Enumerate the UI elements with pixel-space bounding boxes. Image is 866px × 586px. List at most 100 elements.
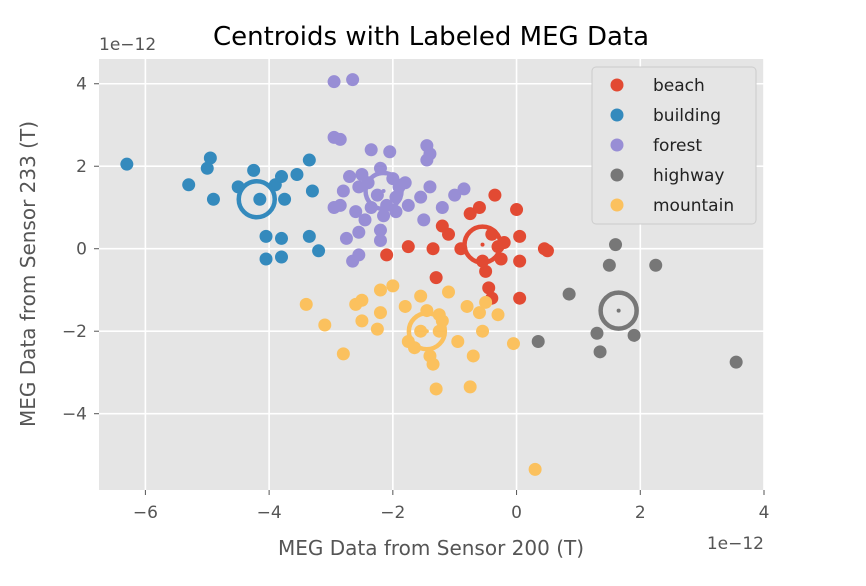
x-offset-label: 1e−12 xyxy=(707,534,764,554)
centroids xyxy=(236,170,639,352)
x-axis-label: MEG Data from Sensor 200 (T) xyxy=(278,536,584,560)
legend-marker-forest xyxy=(610,138,624,152)
data-point-building xyxy=(200,161,214,175)
data-point-mountain xyxy=(451,335,465,349)
data-point-forest xyxy=(435,200,449,214)
data-point-beach xyxy=(463,207,477,221)
legend-label-mountain: mountain xyxy=(653,196,734,216)
data-point-forest xyxy=(417,213,431,227)
y-tick-label: −4 xyxy=(62,405,87,425)
chart-title: Centroids with Labeled MEG Data xyxy=(213,22,649,52)
data-point-mountain xyxy=(370,322,384,336)
data-point-building xyxy=(302,229,316,243)
data-point-highway xyxy=(627,328,641,342)
data-point-beach xyxy=(472,200,486,214)
data-point-beach xyxy=(380,248,394,262)
centroid-dot-building xyxy=(254,197,259,202)
data-point-forest xyxy=(373,223,387,237)
centroid-ring-mountain xyxy=(406,310,448,352)
data-point-mountain xyxy=(426,357,440,371)
centroid-ring-building xyxy=(236,178,277,220)
centroid-ring-highway xyxy=(598,290,639,331)
centroid-dot-forest xyxy=(381,188,386,193)
data-point-mountain xyxy=(414,289,428,303)
data-point-building xyxy=(259,252,273,266)
y-tick-label: 4 xyxy=(76,75,87,95)
data-point-mountain xyxy=(491,308,505,322)
data-point-mountain xyxy=(355,314,369,328)
data-point-mountain xyxy=(506,337,520,351)
data-point-highway xyxy=(562,287,576,301)
data-point-beach xyxy=(479,264,493,278)
data-point-beach xyxy=(488,188,502,202)
data-point-building xyxy=(274,231,288,245)
data-point-mountain xyxy=(460,299,474,313)
data-point-building xyxy=(312,244,326,258)
data-point-mountain xyxy=(414,324,428,338)
centroid-dot-mountain xyxy=(424,329,429,334)
x-tick-label: −4 xyxy=(257,503,282,523)
data-point-forest xyxy=(383,145,397,159)
data-point-forest xyxy=(377,209,391,223)
legend-marker-highway xyxy=(610,168,624,182)
data-point-mountain xyxy=(299,297,313,311)
data-point-building xyxy=(290,167,304,181)
data-point-building xyxy=(203,151,217,165)
data-point-building xyxy=(305,184,319,198)
y-tick-label: 0 xyxy=(76,240,87,260)
data-point-highway xyxy=(590,326,604,340)
data-point-forest xyxy=(343,170,357,184)
data-point-mountain xyxy=(442,285,456,299)
y-tick-label: 2 xyxy=(76,157,87,177)
legend-marker-beach xyxy=(610,78,624,92)
data-point-highway xyxy=(729,355,743,369)
data-point-forest xyxy=(352,248,366,262)
data-point-building xyxy=(274,170,288,184)
data-point-mountain xyxy=(386,279,400,293)
data-point-forest xyxy=(336,184,350,198)
data-point-mountain xyxy=(429,382,443,396)
data-point-building xyxy=(253,192,267,206)
data-point-highway xyxy=(602,258,616,272)
data-point-beach xyxy=(401,240,415,254)
data-point-beach xyxy=(537,242,551,256)
y-tick-label: −2 xyxy=(62,322,87,342)
data-point-building xyxy=(247,163,261,177)
data-point-forest xyxy=(358,213,372,227)
data-point-mountain xyxy=(336,347,350,361)
data-point-forest xyxy=(414,190,428,204)
data-point-building xyxy=(206,192,220,206)
data-point-mountain xyxy=(318,318,332,332)
centroid-ring-forest xyxy=(363,170,404,212)
data-point-forest xyxy=(364,143,378,157)
data-point-beach xyxy=(513,291,527,305)
data-point-building xyxy=(120,157,134,171)
legend-label-forest: forest xyxy=(653,136,702,156)
data-point-highway xyxy=(531,335,545,349)
data-point-beach xyxy=(429,271,443,285)
data-point-beach xyxy=(442,227,456,241)
data-point-forest xyxy=(423,180,437,194)
data-point-forest xyxy=(327,75,341,89)
data-point-forest xyxy=(373,233,387,247)
legend: beach building forest highway mountain xyxy=(591,66,757,225)
data-point-building xyxy=(182,178,196,192)
x-tick-label: 4 xyxy=(759,503,770,523)
data-point-forest xyxy=(370,188,384,202)
legend-label-highway: highway xyxy=(653,166,724,186)
data-point-forest xyxy=(333,132,347,146)
data-point-forest xyxy=(339,231,353,245)
centroid-dot-highway xyxy=(616,308,621,313)
data-point-mountain xyxy=(373,306,387,320)
data-point-forest xyxy=(457,182,471,196)
data-point-mountain xyxy=(398,299,412,313)
legend-label-building: building xyxy=(653,106,721,126)
data-point-mountain xyxy=(373,283,387,297)
data-point-forest xyxy=(448,188,462,202)
x-tick-label: 2 xyxy=(635,503,646,523)
data-point-forest xyxy=(352,225,366,239)
data-point-beach xyxy=(513,254,527,268)
data-point-building xyxy=(302,153,316,167)
legend-label-beach: beach xyxy=(653,76,705,96)
